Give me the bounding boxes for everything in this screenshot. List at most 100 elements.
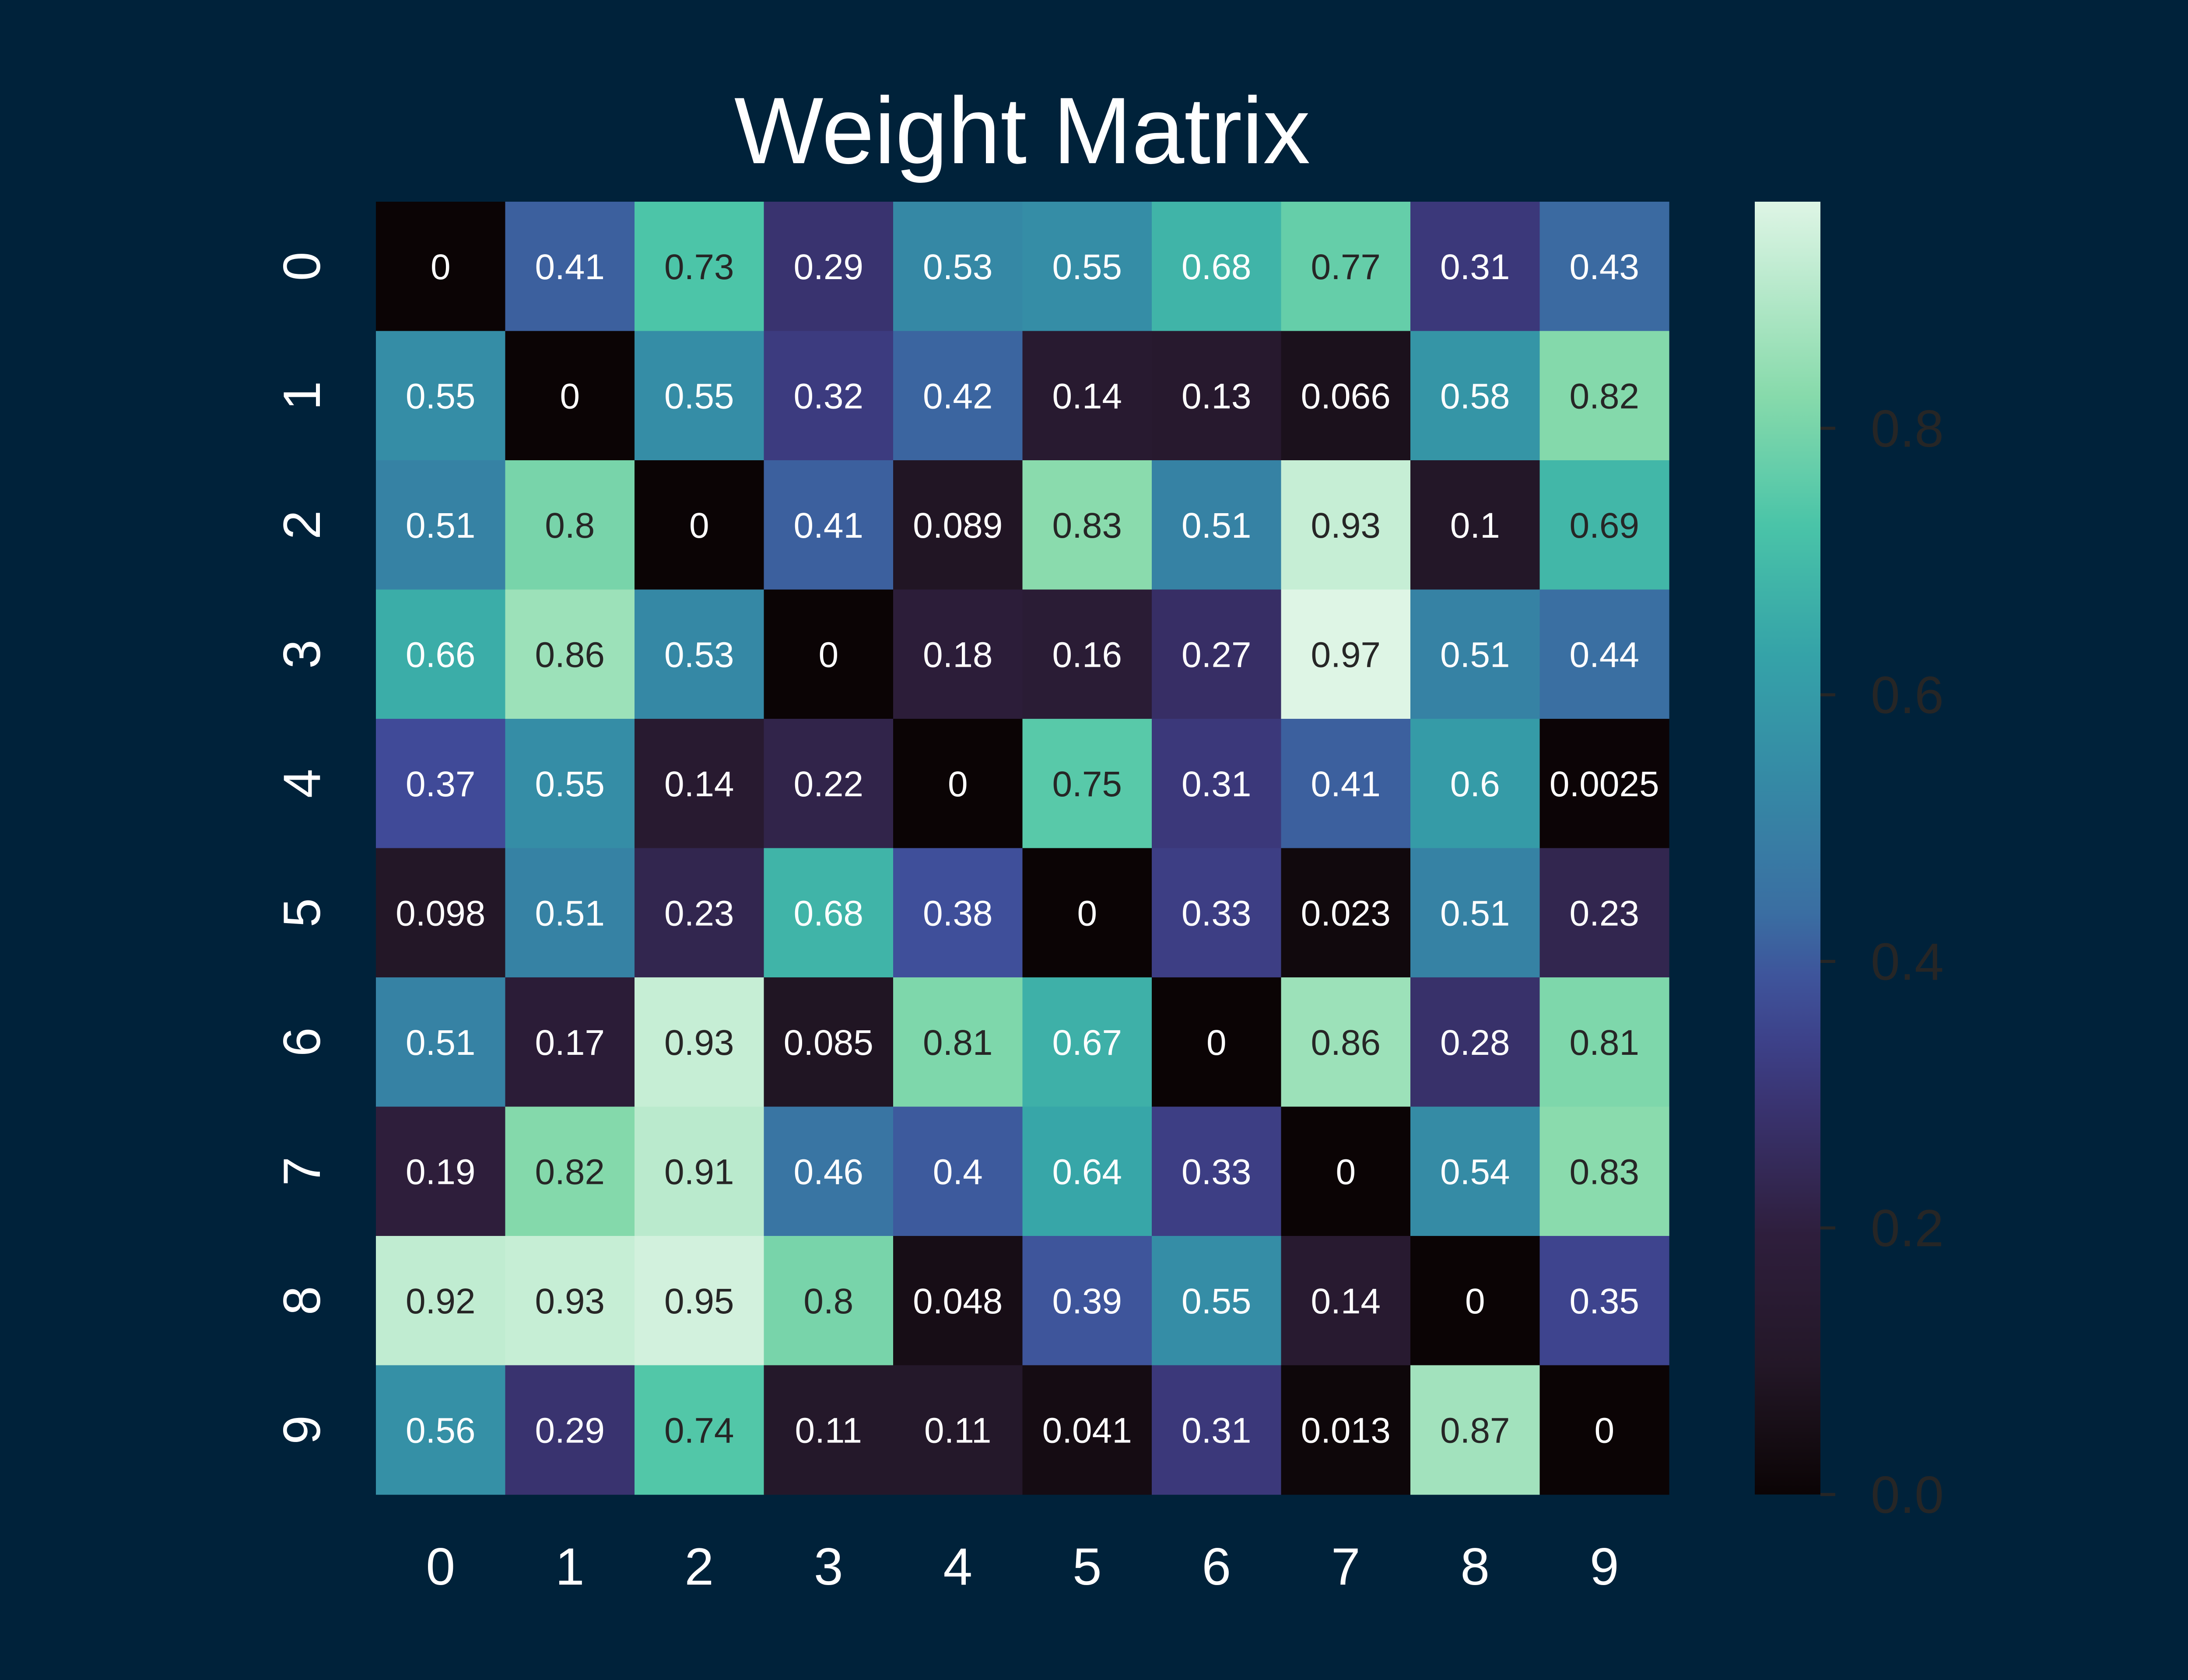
cell-value-label: 0.82	[1569, 376, 1639, 416]
cell-value-label: 0.83	[1052, 506, 1122, 546]
heatmap-cell	[505, 848, 635, 978]
cell-value-label: 0.18	[923, 635, 993, 675]
heatmap-cell	[635, 331, 764, 461]
heatmap-cell	[635, 589, 764, 719]
cell-value-label: 0.35	[1569, 1281, 1639, 1321]
heatmap-cell	[1152, 1106, 1282, 1236]
heatmap-cell	[1022, 460, 1152, 590]
heatmap-cell	[764, 719, 894, 849]
y-tick-label: 0	[273, 252, 331, 281]
heatmap-cell	[376, 1106, 506, 1236]
heatmap-cell	[1410, 848, 1540, 978]
heatmap-cell	[893, 1106, 1023, 1236]
cell-value-label: 0.55	[406, 376, 476, 416]
heatmap-cell	[635, 460, 764, 590]
x-tick-label: 1	[555, 1537, 585, 1596]
heatmap-cell	[1410, 202, 1540, 332]
heatmap-cell	[376, 719, 506, 849]
heatmap-cell	[764, 1365, 894, 1495]
cell-value-label: 0	[689, 506, 709, 546]
heatmap-cell	[376, 589, 506, 719]
y-tick-label: 6	[273, 1027, 331, 1057]
heatmap-cell	[1281, 589, 1411, 719]
cell-value-label: 0.54	[1440, 1152, 1510, 1192]
cell-value-label: 0.23	[1569, 893, 1639, 933]
heatmap-cell	[1539, 848, 1669, 978]
cell-value-label: 0.4	[933, 1152, 983, 1192]
heatmap-cell	[376, 331, 506, 461]
cell-value-label: 0.023	[1301, 893, 1391, 933]
cell-value-label: 0.93	[535, 1281, 605, 1321]
cell-value-label: 0.44	[1569, 635, 1639, 675]
heatmap-cell	[505, 1106, 635, 1236]
cell-value-label: 0	[1594, 1410, 1614, 1450]
heatmap-cell	[1022, 977, 1152, 1107]
heatmap-cell	[1281, 202, 1411, 332]
cell-value-label: 0.19	[406, 1152, 476, 1192]
cell-value-label: 0.33	[1182, 1152, 1252, 1192]
x-tick-label: 4	[943, 1537, 972, 1596]
cell-value-label: 0.085	[784, 1023, 873, 1063]
cell-value-label: 0	[1465, 1281, 1485, 1321]
cell-value-label: 0.048	[913, 1281, 1003, 1321]
cell-value-label: 0.41	[535, 247, 605, 287]
heatmap-cell	[1152, 977, 1282, 1107]
heatmap-cell	[505, 589, 635, 719]
cell-value-label: 0.0025	[1550, 764, 1659, 804]
heatmap-cell	[893, 1236, 1023, 1366]
heatmap-cell	[1539, 1236, 1669, 1366]
cell-value-label: 0.51	[406, 1023, 476, 1063]
cell-value-label: 0.82	[535, 1152, 605, 1192]
cell-value-label: 0.87	[1440, 1410, 1510, 1450]
heatmap-cell	[505, 1236, 635, 1366]
heatmap-cell	[1281, 1365, 1411, 1495]
heatmap-cell	[1022, 1236, 1152, 1366]
cell-value-label: 0.77	[1311, 247, 1381, 287]
heatmap-cell	[1410, 1365, 1540, 1495]
heatmap-cell	[635, 1106, 764, 1236]
heatmap-cell	[893, 331, 1023, 461]
heatmap-cell	[764, 331, 894, 461]
heatmap-cell	[1539, 1106, 1669, 1236]
cell-value-label: 0.67	[1052, 1023, 1122, 1063]
cell-value-label: 0.66	[406, 635, 476, 675]
y-tick-label: 7	[273, 1157, 331, 1186]
colorbar-tick-label: 0.0	[1871, 1466, 1944, 1524]
cell-value-label: 0.81	[923, 1023, 993, 1063]
x-tick-label: 0	[426, 1537, 455, 1596]
cell-value-label: 0.38	[923, 893, 993, 933]
heatmap-cell	[764, 1236, 894, 1366]
cell-value-label: 0.55	[535, 764, 605, 804]
heatmap-cell	[764, 977, 894, 1107]
cell-value-label: 0.64	[1052, 1152, 1122, 1192]
x-tick-label: 8	[1460, 1537, 1490, 1596]
cell-value-label: 0.58	[1440, 376, 1510, 416]
cell-value-label: 0.55	[1052, 247, 1122, 287]
heatmap-cell	[1410, 589, 1540, 719]
heatmap-cell	[376, 1365, 506, 1495]
heatmap-cell	[1152, 331, 1282, 461]
heatmap-cell	[1410, 977, 1540, 1107]
cell-value-label: 0.56	[406, 1410, 476, 1450]
heatmap-cell	[764, 589, 894, 719]
cell-value-label: 0.53	[664, 635, 734, 675]
y-tick-label: 2	[273, 510, 331, 539]
heatmap-cell	[1281, 1236, 1411, 1366]
heatmap-cell	[376, 202, 506, 332]
cell-value-label: 0.089	[913, 506, 1003, 546]
x-tick-label: 5	[1073, 1537, 1102, 1596]
cell-value-label: 0	[560, 376, 580, 416]
heatmap-cell	[635, 977, 764, 1107]
cell-value-label: 0.41	[1311, 764, 1381, 804]
heatmap-cell	[505, 460, 635, 590]
cell-value-label: 0.23	[664, 893, 734, 933]
cell-value-label: 0.93	[664, 1023, 734, 1063]
cell-value-label: 0.16	[1052, 635, 1122, 675]
cell-value-label: 0.013	[1301, 1410, 1391, 1450]
heatmap-cell	[505, 977, 635, 1107]
heatmap-cell	[1022, 719, 1152, 849]
cell-value-label: 0.53	[923, 247, 993, 287]
colorbar-tick-label: 0.8	[1871, 399, 1944, 458]
heatmap-cell	[1022, 202, 1152, 332]
heatmap-cell	[505, 1365, 635, 1495]
